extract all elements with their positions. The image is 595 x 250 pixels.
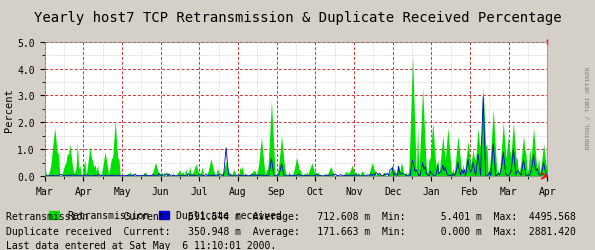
- Text: Retransmission      Current:   591.544 m  Average:   712.608 m  Min:      5.401 : Retransmission Current: 591.544 m Averag…: [6, 211, 576, 221]
- Text: Duplicate received  Current:   350.948 m  Average:   171.663 m  Min:      0.000 : Duplicate received Current: 350.948 m Av…: [6, 226, 576, 236]
- Text: Yearly host7 TCP Retransmission & Duplicate Received Percentage: Yearly host7 TCP Retransmission & Duplic…: [34, 11, 561, 25]
- Text: RRDTOOL / TOBI OETIKER: RRDTOOL / TOBI OETIKER: [586, 66, 591, 148]
- Text: Last data entered at Sat May  6 11:10:01 2000.: Last data entered at Sat May 6 11:10:01 …: [6, 240, 276, 250]
- Y-axis label: Percent: Percent: [5, 88, 14, 131]
- Legend: Retransmission, Duplicate received: Retransmission, Duplicate received: [49, 210, 282, 220]
